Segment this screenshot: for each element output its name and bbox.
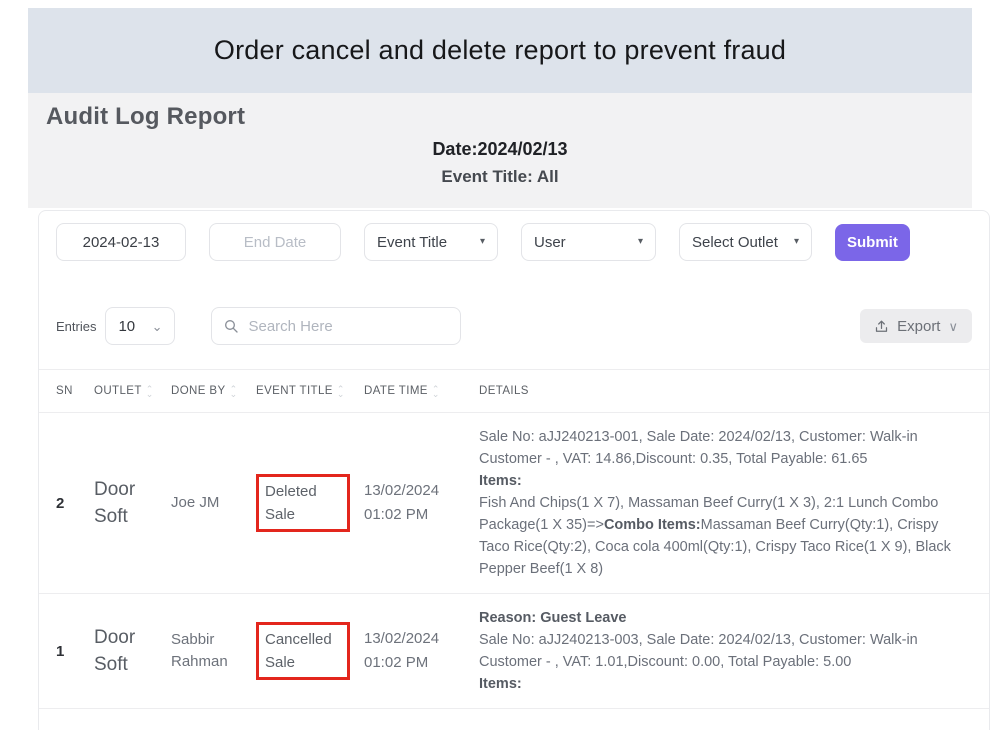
column-header-done-by[interactable]: DONE BY ⌃ ⌄ — [171, 383, 238, 399]
info-banner: Order cancel and delete report to preven… — [28, 8, 972, 93]
table-body: 2 Door Soft Joe JM Deleted Sale 13/02/20… — [39, 413, 989, 709]
chevron-down-icon: ∨ — [948, 318, 958, 334]
search-input[interactable] — [211, 307, 462, 345]
details-line: Sale No: aJJ240213-003, Sale Date: 2024/… — [479, 632, 918, 670]
table-toolbar: Entries 10 ⌄ Export ∨ — [56, 307, 989, 345]
report-card: Event Title ▾ User ▾ Select Outlet ▾ Sub… — [38, 210, 990, 730]
column-header-outlet[interactable]: OUTLET ⌃ ⌄ — [94, 383, 154, 399]
cell-done-by: Joe JM — [171, 494, 220, 511]
event-title-select-label: Event Title — [377, 233, 448, 251]
dropdown-caret-icon: ▾ — [637, 236, 643, 247]
chevron-down-icon: ⌄ — [151, 318, 163, 334]
submit-button[interactable]: Submit — [835, 223, 910, 261]
table-row: 1 Door Soft Sabbir Rahman Cancelled Sale… — [39, 594, 989, 709]
table-row: 2 Door Soft Joe JM Deleted Sale 13/02/20… — [39, 413, 989, 594]
end-date-input[interactable] — [209, 223, 341, 261]
dropdown-caret-icon: ▾ — [793, 236, 799, 247]
column-header-details: DETAILS — [479, 385, 529, 397]
dropdown-caret-icon: ▾ — [479, 236, 485, 247]
cell-event-title: Cancelled Sale — [256, 622, 364, 680]
search-icon — [223, 318, 239, 339]
details-line: Fish And Chips(1 X 7), Massaman Beef Cur… — [479, 495, 951, 577]
cell-sn: 1 — [56, 642, 65, 660]
report-date: Date:2024/02/13 — [432, 139, 568, 159]
table-header-row: SN OUTLET ⌃ ⌄ DONE BY ⌃ ⌄ EVENT TITLE ⌃ ⌄ DATE TIM… — [39, 369, 989, 413]
user-select-label: User — [534, 233, 566, 251]
cell-details: Sale No: aJJ240213-001, Sale Date: 2024/… — [479, 426, 989, 580]
cell-outlet: Door Soft — [94, 627, 136, 675]
sort-icon[interactable]: ⌃ ⌄ — [229, 383, 238, 399]
details-line: Items: — [479, 676, 522, 692]
sort-icon[interactable]: ⌃ ⌄ — [431, 383, 440, 399]
export-icon — [874, 319, 889, 334]
cell-details: Reason: Guest Leave Sale No: aJJ240213-00… — [479, 607, 989, 695]
cell-outlet: Door Soft — [94, 479, 136, 527]
user-select[interactable]: User ▾ — [521, 223, 656, 261]
details-line: Items: — [479, 473, 522, 489]
page-title: Audit Log Report — [46, 103, 246, 130]
outlet-select[interactable]: Select Outlet ▾ — [679, 223, 812, 261]
outlet-select-label: Select Outlet — [692, 233, 778, 251]
cell-event-title: Deleted Sale — [256, 474, 364, 532]
report-header: Audit Log Report Date:2024/02/13 Event T… — [28, 93, 972, 208]
banner-text: Order cancel and delete report to preven… — [213, 35, 787, 65]
event-title-highlight-box: Cancelled Sale — [256, 622, 350, 680]
cell-date-time: 13/02/2024 01:02 PM — [364, 630, 440, 671]
start-date-input[interactable] — [56, 223, 186, 261]
event-title-highlight-box: Deleted Sale — [256, 474, 350, 532]
column-header-event-title[interactable]: EVENT TITLE ⌃ ⌄ — [256, 383, 345, 399]
details-line: Sale No: aJJ240213-001, Sale Date: 2024/… — [479, 429, 918, 467]
details-line: Reason: Guest Leave — [479, 610, 627, 626]
filter-row: Event Title ▾ User ▾ Select Outlet ▾ Sub… — [56, 223, 989, 261]
column-header-sn: SN — [56, 385, 73, 397]
entries-value: 10 — [118, 317, 136, 335]
export-label: Export — [897, 317, 941, 335]
cell-done-by: Sabbir Rahman — [171, 631, 228, 670]
entries-label: Entries — [56, 318, 97, 334]
event-title-select[interactable]: Event Title ▾ — [364, 223, 498, 261]
column-header-date-time[interactable]: DATE TIME ⌃ ⌄ — [364, 383, 440, 399]
sort-icon[interactable]: ⌃ ⌄ — [336, 383, 345, 399]
cell-sn: 2 — [56, 494, 65, 512]
export-button[interactable]: Export ∨ — [860, 309, 972, 343]
cell-date-time: 13/02/2024 01:02 PM — [364, 482, 440, 523]
sort-icon[interactable]: ⌃ ⌄ — [145, 383, 154, 399]
report-event-filter: Event Title: All — [441, 167, 559, 186]
entries-per-page-select[interactable]: 10 ⌄ — [105, 307, 176, 345]
